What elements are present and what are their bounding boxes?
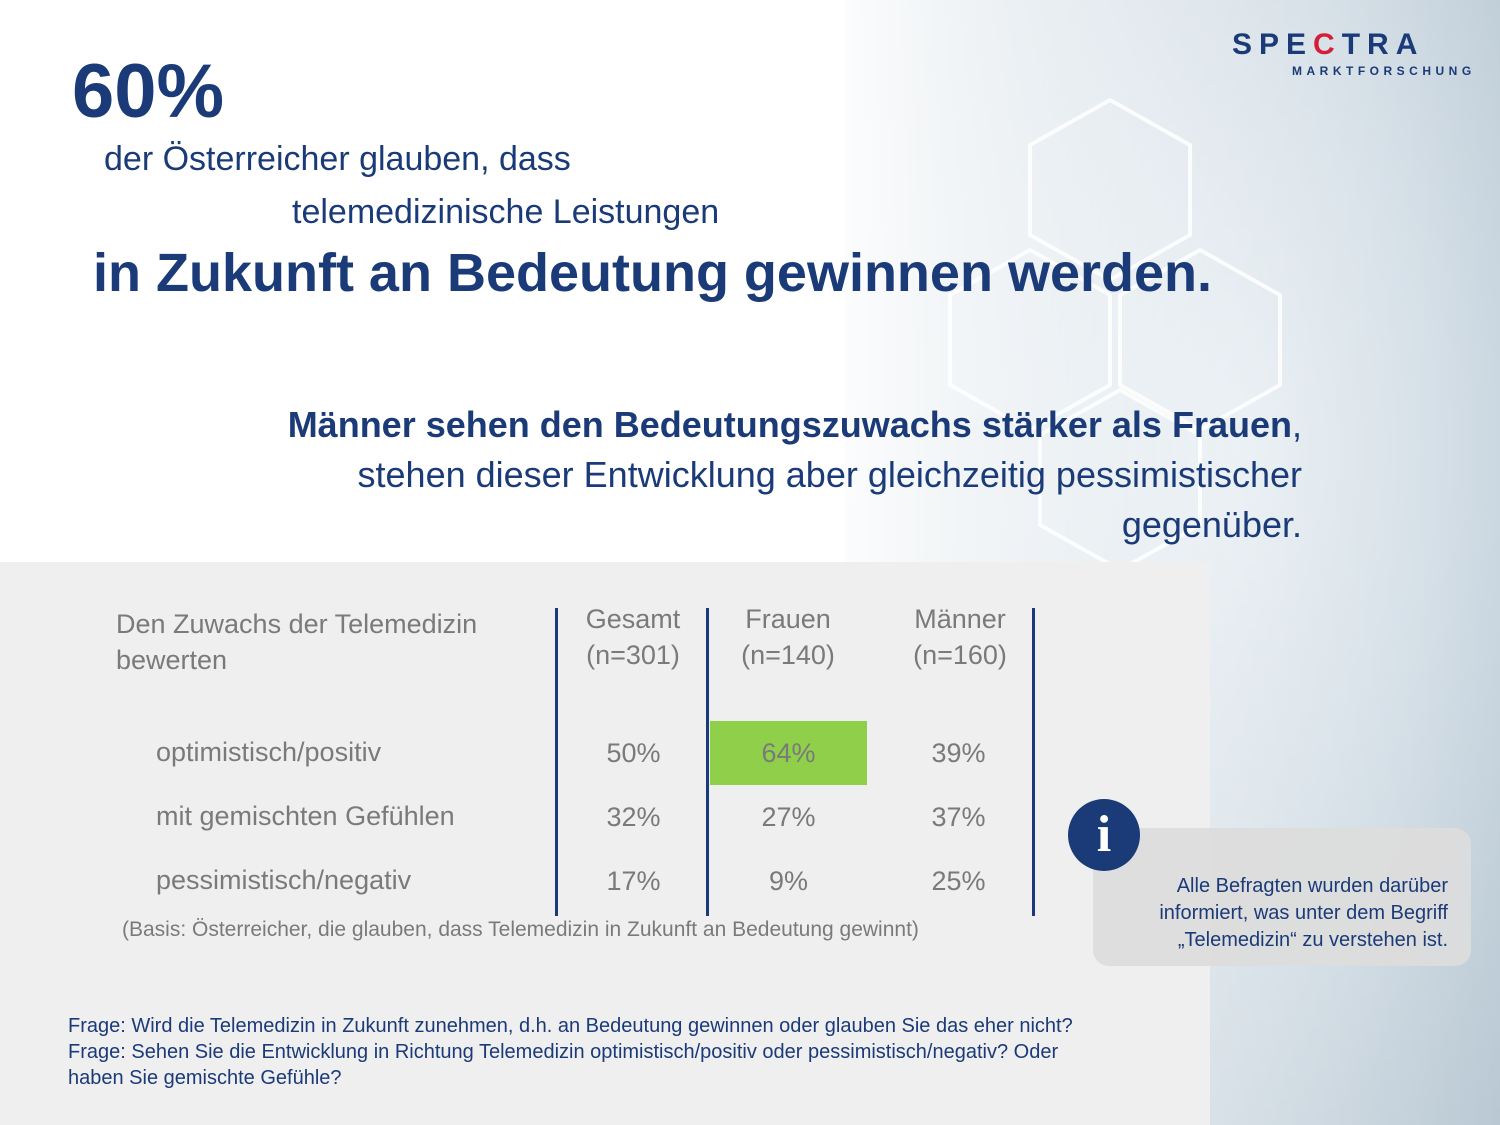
column-divider	[555, 608, 558, 916]
info-icon: i	[1068, 799, 1140, 871]
column-divider	[1032, 608, 1035, 916]
cell-value: 32%	[606, 802, 661, 832]
cell-value: 50%	[606, 738, 661, 768]
question-2: Frage: Sehen Sie die Entwicklung in Rich…	[68, 1041, 1059, 1089]
column-header-gesamt: Gesamt (n=301)	[585, 604, 681, 670]
cell-value: 27%	[761, 802, 816, 832]
subheadline: Männer sehen den Bedeutungszuwachs stärk…	[287, 404, 1302, 545]
headline-line3: in Zukunft an Bedeutung gewinnen werden.	[93, 243, 1212, 303]
cell-value: 17%	[606, 866, 661, 896]
row-label-pessimistic: pessimistisch/negativ	[156, 865, 412, 895]
row-label-mixed: mit gemischten Gefühlen	[156, 801, 455, 831]
logo-subtitle: MARKTFORSCHUNG	[1292, 64, 1476, 78]
column-header-maenner: Männer (n=160)	[913, 604, 1007, 670]
cell-value: 37%	[931, 802, 986, 832]
column-header-frauen: Frauen (n=140)	[741, 604, 835, 670]
cell-value: 39%	[931, 738, 986, 768]
question-1: Frage: Wird die Telemedizin in Zukunft z…	[68, 1015, 1073, 1037]
spectra-logo: SPECTRA MARKTFORSCHUNG	[1232, 28, 1476, 78]
cell-value: 25%	[931, 866, 986, 896]
headline-line2: telemedizinische Leistungen	[292, 193, 720, 231]
headline-line1: der Österreicher glauben, dass	[104, 140, 571, 178]
table-basis-note: (Basis: Österreicher, die glauben, dass …	[122, 918, 919, 941]
headline-percent: 60%	[72, 49, 225, 134]
results-panel	[0, 562, 1210, 1125]
row-label-optimistic: optimistisch/positiv	[156, 737, 382, 767]
table-title: Den Zuwachs der Telemedizin bewerten	[116, 609, 478, 675]
cell-value-highlighted: 64%	[710, 721, 867, 785]
info-box	[1093, 828, 1471, 966]
column-divider	[706, 608, 709, 916]
cell-value: 9%	[768, 866, 809, 896]
info-text: Alle Befragten wurden darüber informiert…	[1159, 875, 1448, 951]
